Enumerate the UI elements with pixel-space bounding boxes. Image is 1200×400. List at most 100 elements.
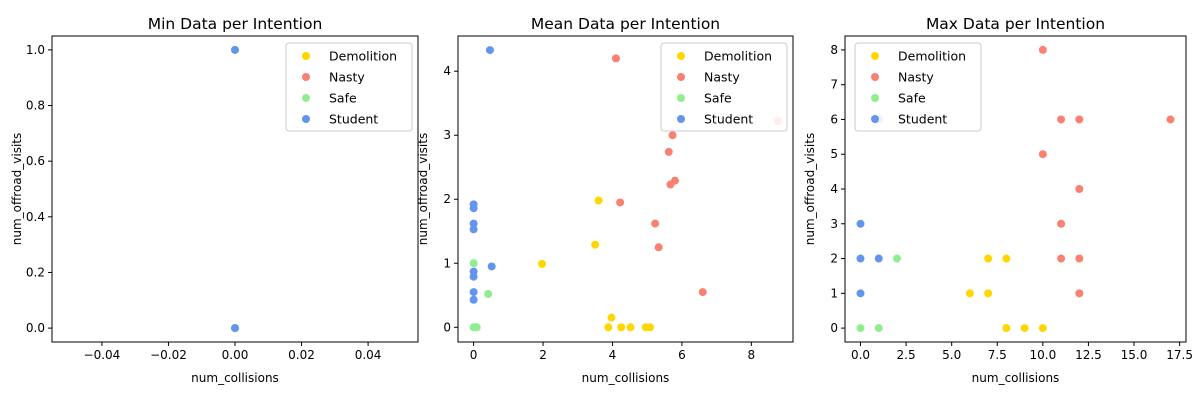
data-point-demolition-2 (591, 240, 600, 249)
chart-panel-2: Mean Data per Intention 0 2 4 6 8 0 1 2 3 4 num_col… (416, 15, 794, 385)
legend-marker-student (302, 115, 310, 123)
y-tick-label: 3 (443, 128, 451, 142)
data-point-demolition-6 (617, 323, 626, 332)
legend-label-safe: Safe (704, 91, 732, 106)
x-tick-label: −0.02 (150, 348, 187, 362)
data-point-student-1 (856, 219, 865, 228)
chart-panel-1: Min Data per Intention −0.04 −0.02 0.00 0.02… (10, 15, 419, 385)
data-point-student-1 (485, 46, 494, 55)
data-point-safe-3 (892, 254, 901, 263)
chart-title: Mean Data per Intention (531, 15, 720, 33)
y-tick-label: 4 (830, 182, 838, 196)
y-tick-label: 5 (830, 147, 838, 161)
y-tick-label: 2 (443, 192, 451, 206)
x-tick-label: 17.5 (1166, 348, 1193, 362)
plot-frame (457, 35, 794, 343)
y-axis-label: num_offroad_visits (803, 133, 817, 245)
x-tick-label: 5.0 (942, 348, 961, 362)
data-point-demolition-7 (626, 323, 635, 332)
y-tick-label: 1.0 (26, 43, 45, 57)
data-point-nasty-6 (1057, 219, 1066, 228)
data-point-nasty-5 (1075, 185, 1084, 193)
x-tick-label: 0.0 (851, 348, 870, 362)
y-tick-label: 0.0 (26, 321, 45, 335)
data-point-demolition-4 (1002, 254, 1011, 263)
legend-box (660, 42, 788, 132)
y-tick-label: 3 (830, 217, 838, 231)
x-tick-label: 4 (609, 348, 617, 362)
data-point-safe-1 (856, 324, 865, 333)
legend-marker-nasty (871, 73, 879, 81)
legend-marker-demolition (677, 52, 685, 60)
data-point-demolition-4 (604, 323, 613, 332)
legend-box (285, 42, 413, 132)
y-tick-label: 1 (443, 256, 451, 270)
y-tick-label: 7 (830, 78, 838, 92)
data-point-student-9 (469, 288, 478, 297)
data-point-nasty-4 (654, 243, 663, 252)
data-point-student-4 (874, 254, 883, 263)
data-point-student-4 (469, 219, 478, 228)
legend-marker-nasty (677, 73, 685, 81)
legend-marker-student (871, 115, 879, 123)
data-points (231, 45, 239, 333)
data-point-safe-1 (469, 259, 478, 268)
data-point-student-6 (487, 262, 496, 271)
data-point-nasty-9 (698, 288, 707, 297)
legend-label-demolition: Demolition (898, 49, 966, 64)
data-point-safe-5 (472, 323, 481, 332)
data-point-safe-2 (874, 324, 883, 333)
data-point-demolition-5 (607, 313, 616, 322)
y-tick-label: 0.8 (26, 99, 45, 113)
data-point-nasty-9 (1075, 289, 1084, 298)
legend-marker-student (677, 115, 685, 123)
data-point-demolition-1 (965, 289, 974, 298)
legend-label-nasty: Nasty (898, 70, 934, 85)
data-point-demolition-9 (645, 323, 654, 332)
legend-label-student: Student (704, 112, 753, 127)
x-tick-label: −0.04 (84, 348, 121, 362)
legend-marker-demolition (871, 52, 879, 60)
data-point-nasty-2 (616, 198, 625, 207)
x-tick-label: 6 (678, 348, 686, 362)
y-tick-label: 0.4 (26, 210, 45, 224)
data-point-student-3 (856, 289, 865, 298)
y-tick-label: 0.2 (26, 265, 45, 279)
legend-marker-nasty (302, 73, 310, 81)
data-point-nasty-8 (1075, 254, 1084, 263)
legend-marker-safe (677, 94, 685, 102)
data-point-student-5 (469, 225, 478, 234)
legend-label-safe: Safe (329, 91, 357, 106)
y-tick-label: 1 (830, 286, 838, 300)
legend-label-student: Student (329, 112, 378, 127)
data-point-nasty-5 (664, 147, 673, 156)
legend-marker-demolition (302, 52, 310, 60)
chart-title: Max Data per Intention (926, 15, 1105, 33)
legend-label-nasty: Nasty (704, 70, 740, 85)
x-tick-label: 10.0 (1029, 348, 1056, 362)
chart-title: Min Data per Intention (148, 15, 323, 33)
data-point-nasty-7 (668, 131, 677, 140)
x-tick-label: 2 (539, 348, 547, 362)
x-axis-label: num_collisions (191, 371, 279, 385)
legend-box (854, 42, 982, 132)
legend: Demolition Nasty Safe Student (660, 42, 788, 132)
data-point-demolition-3 (984, 254, 993, 263)
data-point-student-2 (856, 254, 865, 263)
legend-marker-safe (871, 94, 879, 102)
data-point-nasty-10 (1166, 115, 1175, 124)
x-tick-label: 8 (748, 348, 756, 362)
data-point-nasty-7 (1057, 254, 1066, 263)
data-point-nasty-1 (611, 54, 620, 63)
legend-marker-safe (302, 94, 310, 102)
legend-label-nasty: Nasty (329, 70, 365, 85)
data-point-student-3 (469, 204, 478, 213)
data-point-demolition-6 (1020, 324, 1029, 333)
legend: Demolition Nasty Safe Student (854, 42, 982, 132)
x-tick-label: 0 (470, 348, 478, 362)
legend-label-demolition: Demolition (329, 49, 397, 64)
y-tick-label: 0 (443, 320, 451, 334)
y-tick-label: 8 (830, 43, 838, 57)
